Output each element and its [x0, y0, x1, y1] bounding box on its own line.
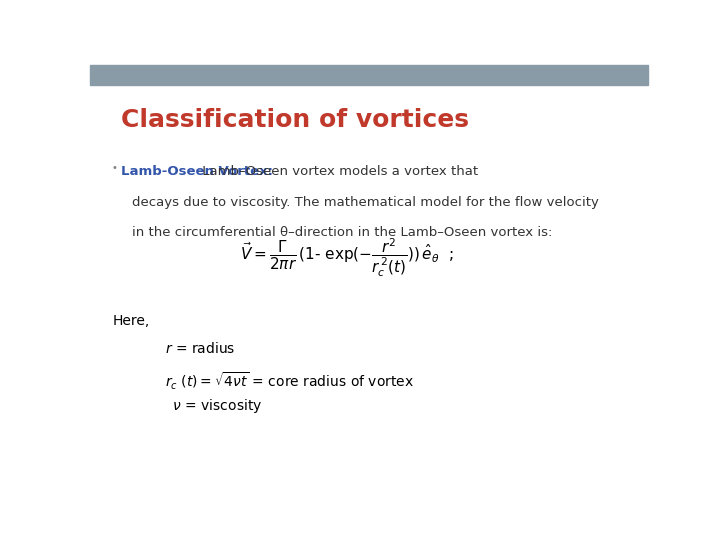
- Text: $r_c\ (t)= \sqrt{4\nu t}$ = core radius of vortex: $r_c\ (t)= \sqrt{4\nu t}$ = core radius …: [166, 370, 414, 392]
- Text: Lamb-Oseen Vortex:: Lamb-Oseen Vortex:: [121, 165, 273, 178]
- Bar: [90, 65, 648, 85]
- Text: •: •: [111, 163, 117, 172]
- Text: Here,: Here,: [112, 314, 150, 328]
- Text: $\nu$ = viscosity: $\nu$ = viscosity: [168, 397, 263, 415]
- Text: Lamb–Oseen vortex models a vortex that: Lamb–Oseen vortex models a vortex that: [198, 165, 478, 178]
- Text: $\vec{V} = \dfrac{\mathit{\Gamma}}{2\pi r}\,(1\text{- } \mathrm{exp}(-\dfrac{r^2: $\vec{V} = \dfrac{\mathit{\Gamma}}{2\pi …: [240, 237, 454, 280]
- Text: $r$ = radius: $r$ = radius: [166, 341, 235, 356]
- Text: decays due to viscosity. The mathematical model for the flow velocity: decays due to viscosity. The mathematica…: [132, 196, 599, 209]
- Text: in the circumferential θ–direction in the Lamb–Oseen vortex is:: in the circumferential θ–direction in th…: [132, 226, 552, 239]
- Text: Classification of vortices: Classification of vortices: [121, 109, 469, 132]
